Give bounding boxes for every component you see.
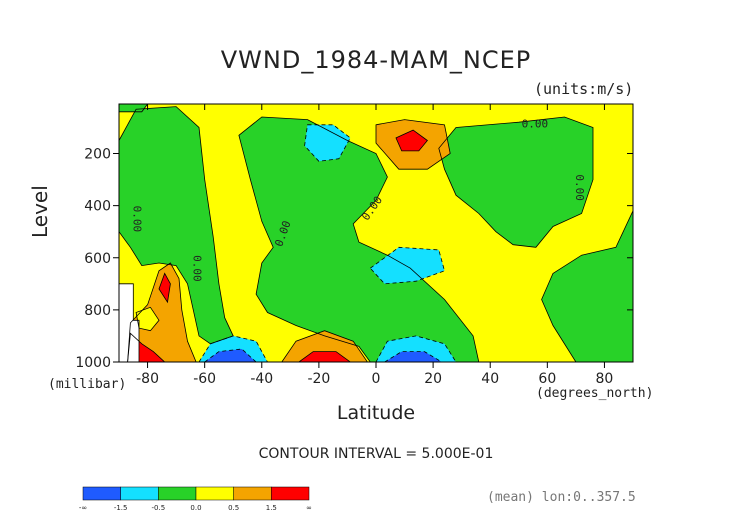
x-tick-label: 80 bbox=[596, 371, 614, 387]
x-tick-label: 40 bbox=[481, 371, 499, 387]
units-label: (units:m/s) bbox=[534, 80, 634, 98]
y-tick-label: 1000 bbox=[75, 355, 111, 371]
y-tick-label: 200 bbox=[84, 147, 111, 163]
colorbar-tick-label: -∞ bbox=[79, 504, 87, 512]
region-sh-green-column bbox=[119, 106, 234, 344]
x-tick-label: -60 bbox=[193, 371, 216, 387]
axis-ticks: -80 -60 -40 -20 0 20 40 60 80 200 400 600 800 1000 bbox=[75, 104, 633, 387]
contour-line-central-green-column bbox=[238, 116, 480, 362]
contour-label: 0.00 bbox=[573, 174, 586, 201]
colorbar-tick-label: -1.5 bbox=[114, 504, 128, 512]
region-yellow-polar-inset bbox=[136, 307, 159, 331]
colorbar-swatch bbox=[120, 486, 159, 501]
colorbar-tick-label: ∞ bbox=[306, 504, 312, 512]
region-nh-green-column bbox=[438, 117, 593, 248]
contour-line-cyan-lower-nh bbox=[369, 246, 445, 285]
x-axis-label: Latitude bbox=[336, 402, 416, 424]
contour-interval-note: CONTOUR INTERVAL = 5.000E-01 bbox=[258, 446, 494, 462]
contour-line-orange-polar-sh bbox=[127, 262, 197, 362]
colorbar-swatch bbox=[82, 486, 121, 501]
y-axis-label: Level bbox=[28, 185, 52, 238]
contour-line-deep-blue-lower-nh bbox=[383, 351, 443, 362]
colorbar-tick-label: -0.5 bbox=[151, 504, 165, 512]
contour-line-cyan-upper-sh bbox=[304, 124, 351, 162]
mean-note: (mean) lon:0..357.5 bbox=[487, 490, 636, 505]
chart-title: VWND_1984-MAM_NCEP bbox=[220, 46, 532, 74]
y-tick-label: 800 bbox=[84, 303, 111, 319]
colorbar-tick-label: 0.0 bbox=[190, 504, 201, 512]
contour-line-orange-upper-nh bbox=[375, 119, 451, 170]
region-red-lower-sh bbox=[298, 351, 351, 362]
region-nh-green-lower bbox=[541, 210, 633, 362]
region-central-green-column bbox=[238, 117, 479, 362]
region-red-upper-nh bbox=[396, 130, 428, 151]
x-tick-label: -20 bbox=[307, 371, 330, 387]
contour-line-red-small-sh bbox=[158, 272, 171, 304]
contour-line-sh-green-column bbox=[119, 106, 234, 345]
region-orange-lower-sh bbox=[281, 330, 368, 362]
region-deep-blue-lower-nh bbox=[384, 351, 442, 362]
contour-line-red-lower-sh bbox=[298, 351, 351, 362]
contour-line-nh-green-column bbox=[438, 116, 594, 248]
colorbar: -∞ -1.5 -0.5 0.0 0.5 1.5 ∞ bbox=[79, 486, 312, 512]
x-tick-label: -80 bbox=[136, 371, 159, 387]
contour-line-red-polar-sh bbox=[127, 332, 166, 362]
contour-line-yellow-polar-inset bbox=[135, 306, 160, 332]
y-axis-unit: (millibar) bbox=[48, 377, 127, 392]
contour-label: 0.00 bbox=[130, 206, 143, 233]
y-tick-label: 400 bbox=[84, 199, 111, 215]
colorbar-tick-label: 1.5 bbox=[266, 504, 277, 512]
contour-line-nh-green-lower bbox=[541, 210, 633, 362]
region-orange-polar-sh bbox=[127, 263, 197, 362]
contour-label: 0.00 bbox=[190, 255, 203, 282]
y-tick-label: 600 bbox=[84, 251, 111, 267]
x-tick-label: 0 bbox=[372, 371, 381, 387]
contour-line-top-green-strip bbox=[119, 104, 149, 113]
region-top-green-strip bbox=[119, 104, 148, 112]
x-tick-label: 20 bbox=[424, 371, 442, 387]
region-deep-blue-lower-sh bbox=[204, 349, 257, 362]
colorbar-swatch bbox=[233, 486, 272, 501]
contour-line-orange-lower-sh bbox=[281, 330, 368, 362]
contour-label: 0.00 bbox=[522, 117, 549, 130]
x-tick-label: 60 bbox=[538, 371, 556, 387]
region-cyan-upper-sh bbox=[304, 124, 351, 162]
x-axis-unit: (degrees_north) bbox=[536, 386, 654, 401]
x-tick-label: -40 bbox=[250, 371, 273, 387]
contour-line-red-upper-nh bbox=[395, 129, 428, 152]
region-red-small-sh bbox=[159, 273, 171, 303]
colorbar-swatch bbox=[158, 486, 197, 501]
contour-line-missing-region bbox=[119, 283, 140, 362]
colorbar-tick-label: 0.5 bbox=[228, 504, 239, 512]
region-missing-region bbox=[119, 283, 139, 362]
colorbar-swatch bbox=[271, 486, 310, 501]
colorbar-swatch bbox=[195, 486, 234, 501]
contour-line-blue-lower-sh bbox=[198, 335, 268, 362]
